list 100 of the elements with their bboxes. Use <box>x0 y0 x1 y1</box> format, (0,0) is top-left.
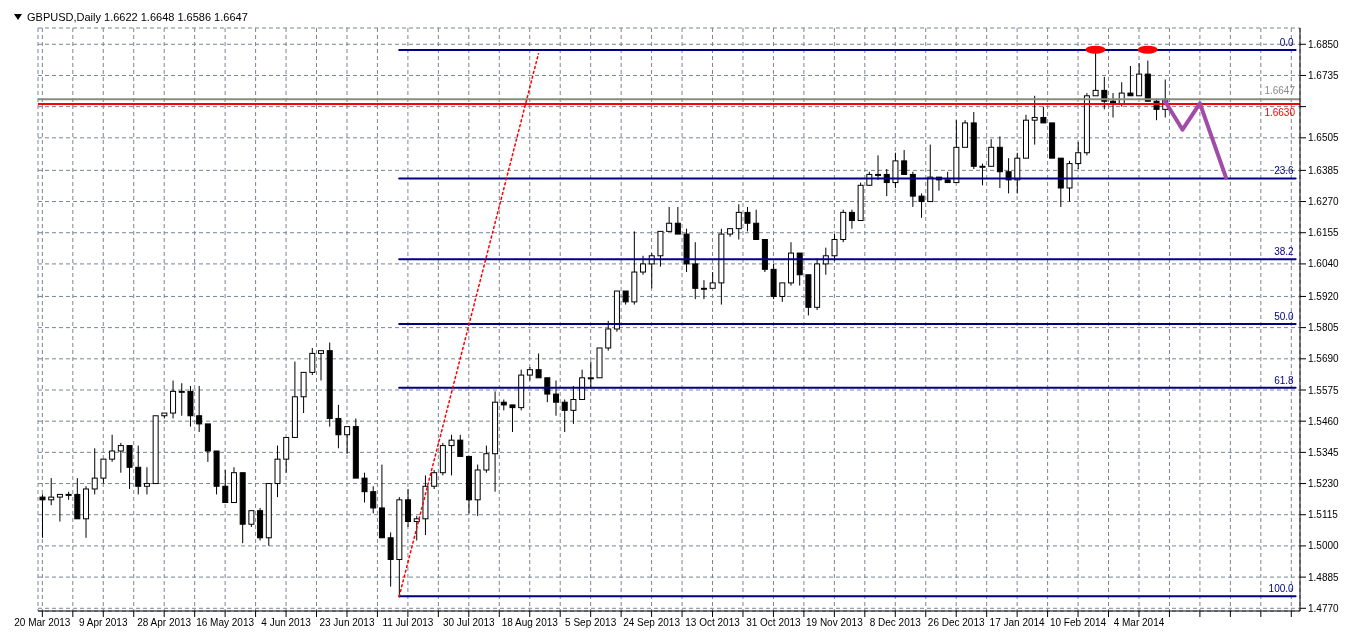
candlestick <box>535 352 542 379</box>
y-tick-label: 1.6385 <box>1308 164 1340 176</box>
candlestick <box>405 488 412 528</box>
y-tick-label: 1.6735 <box>1308 70 1340 81</box>
x-tick-label: 31 Oct 2013 <box>746 617 802 629</box>
candlestick <box>448 434 455 476</box>
y-tick-label: 1.6850 <box>1308 38 1340 50</box>
candlestick <box>457 434 464 457</box>
candlestick <box>335 404 342 449</box>
x-tick-label: 17 Jan 2014 <box>989 617 1046 629</box>
y-tick-label: 1.5000 <box>1308 540 1340 552</box>
candlestick <box>892 152 899 189</box>
y-tick-label: 1.5805 <box>1308 322 1340 334</box>
x-tick-label: 10 Feb 2014 <box>1049 617 1107 629</box>
candlestick <box>526 366 533 382</box>
line-series <box>1163 99 1229 180</box>
candlestick <box>988 138 995 167</box>
y-tick-label: 1.4770 <box>1308 602 1340 614</box>
x-tick-label: 18 Aug 2013 <box>501 617 559 629</box>
y-tick-label: 1.5690 <box>1308 353 1340 365</box>
x-tick-label: 20 Mar 2013 <box>14 617 71 629</box>
candlestick <box>918 192 925 219</box>
candlestick <box>48 477 55 506</box>
candlestick <box>178 382 185 417</box>
candlestick <box>126 445 133 490</box>
candlestick <box>370 485 377 514</box>
candlestick <box>509 404 516 433</box>
y-tick-label: 1.5575 <box>1308 384 1340 396</box>
candlestick <box>579 369 586 400</box>
candlestick <box>848 209 855 230</box>
candlestick <box>1014 152 1021 194</box>
candlestick <box>674 206 681 235</box>
candlestick <box>605 320 612 352</box>
series-label: 100.0 <box>1268 583 1295 595</box>
x-tick-label: 5 Sep 2013 <box>565 617 617 629</box>
candlestick <box>387 531 394 588</box>
x-tick-label: 13 Oct 2013 <box>685 617 741 629</box>
x-tick-label: 30 Jul 2013 <box>442 617 496 629</box>
candlestick <box>640 255 647 276</box>
x-tick-label: 19 Nov 2013 <box>806 617 864 629</box>
candlestick <box>135 445 142 495</box>
candlestick <box>91 447 98 495</box>
candlestick <box>753 209 760 241</box>
series-label: 38.2 <box>1274 246 1295 258</box>
y-tick-label: 1.6505 <box>1308 132 1340 144</box>
candlestick <box>39 493 46 539</box>
candlestick <box>544 377 551 403</box>
candlestick <box>318 350 325 382</box>
x-tick-label: 23 Jun 2013 <box>319 617 375 629</box>
candlestick <box>196 385 203 433</box>
candlestick <box>561 398 568 433</box>
candlestick <box>979 163 986 186</box>
series-label: 61.8 <box>1274 374 1295 386</box>
candlestick <box>1136 62 1143 97</box>
candlestick <box>831 233 838 262</box>
candlestick <box>1092 51 1099 97</box>
y-tick-label: 1.5230 <box>1308 478 1340 490</box>
series-label: 23.6 <box>1274 165 1295 177</box>
x-tick-label: 16 May 2013 <box>196 617 255 629</box>
candlestick <box>361 472 368 504</box>
candlestick <box>170 380 177 419</box>
candlestick <box>744 206 751 232</box>
candlestick <box>1075 141 1082 170</box>
series-label: 0.0 <box>1279 36 1295 48</box>
candlestick <box>779 282 786 303</box>
series-label: 50.0 <box>1274 311 1295 323</box>
candlestick <box>283 436 290 474</box>
x-tick-label: 26 Dec 2013 <box>927 617 985 629</box>
y-tick-label: 1.5345 <box>1308 446 1340 458</box>
y-tick-label: 1.6270 <box>1308 196 1340 208</box>
candlestick <box>117 442 124 474</box>
candlestick <box>109 434 116 463</box>
x-tick-label: 8 Dec 2013 <box>869 617 922 629</box>
y-tick-label: 1.5115 <box>1308 509 1339 521</box>
candlestick <box>553 380 559 417</box>
candlestick <box>901 149 908 175</box>
candlestick <box>143 466 150 495</box>
ref-line-label: 1.6647 <box>1264 85 1296 97</box>
candlestick <box>570 385 577 425</box>
chart-title: GBPUSD,Daily 1.6622 1.6648 1.6586 1.6647 <box>27 11 248 23</box>
candlestick <box>56 493 63 523</box>
candlestick <box>483 445 490 474</box>
candlestick <box>1031 95 1038 146</box>
x-tick-label: 4 Mar 2014 <box>1113 617 1165 629</box>
y-tick-label: 1.6155 <box>1308 227 1340 239</box>
y-tick-label: 1.6040 <box>1308 258 1340 270</box>
y-tick-label: 1.5460 <box>1308 415 1340 427</box>
x-tick-label: 24 Sep 2013 <box>623 617 681 629</box>
candlestick <box>309 347 316 376</box>
candlestick <box>700 279 707 300</box>
x-tick-label: 9 Apr 2013 <box>79 617 128 629</box>
candlestick <box>100 458 107 485</box>
candlestick <box>587 361 594 390</box>
candlestick <box>431 469 438 490</box>
x-tick-label: 11 Jul 2013 <box>382 617 434 629</box>
x-tick-label: 28 Apr 2013 <box>137 617 192 629</box>
candlestick <box>222 469 229 504</box>
y-tick-label: 1.5920 <box>1308 291 1340 302</box>
candlestick <box>875 154 882 181</box>
ref-line-label: 1.6630 <box>1264 107 1296 119</box>
